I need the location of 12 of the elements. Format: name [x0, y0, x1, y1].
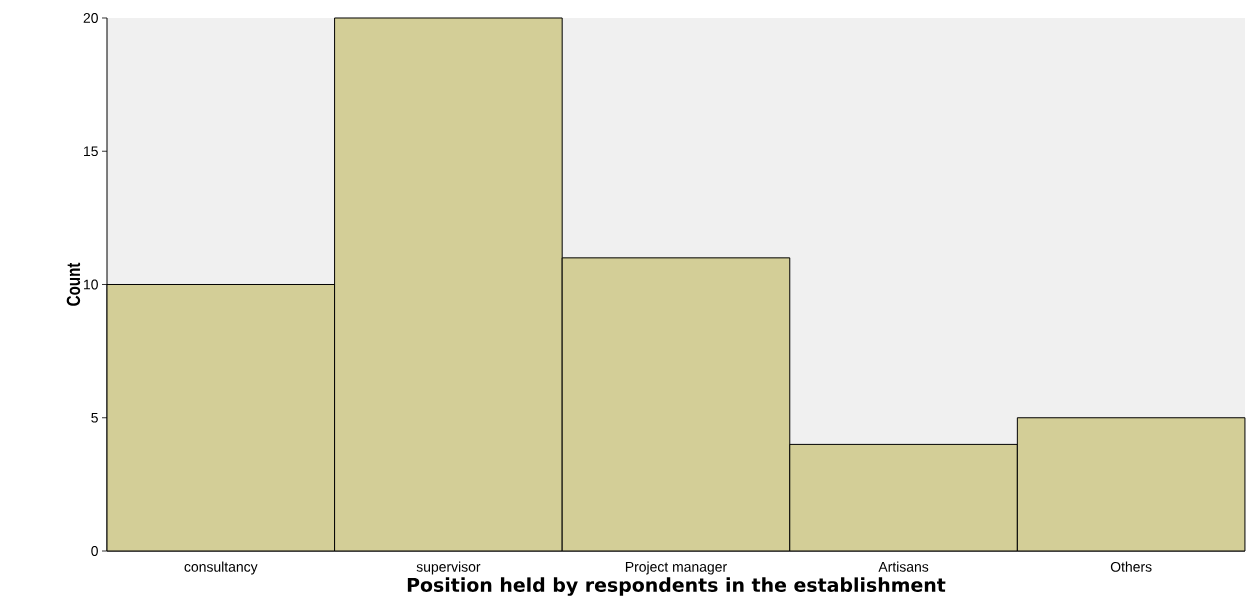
y-tick-label: 0 [91, 546, 98, 556]
y-tick-label: 20 [83, 13, 98, 23]
x-tick-label: consultancy [184, 561, 258, 575]
y-tick-label: 10 [84, 279, 98, 290]
y-axis-title: Count [66, 262, 81, 306]
y-tick-label: 15 [84, 146, 98, 157]
x-tick-label: Others [1110, 561, 1152, 572]
x-axis-title: Position held by respondents in the establishment [407, 577, 946, 596]
x-tick-label: Project manager [625, 561, 727, 575]
y-tick-label: 5 [91, 412, 98, 423]
x-tick-label: Artisans [878, 561, 929, 572]
x-tick-label: supervisor [416, 561, 481, 575]
